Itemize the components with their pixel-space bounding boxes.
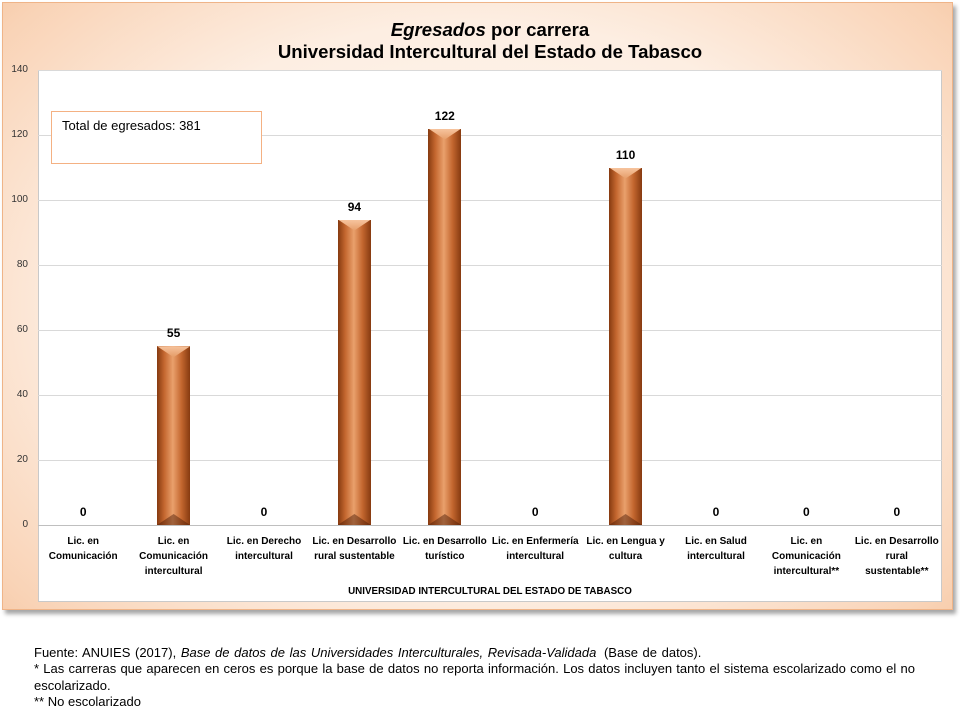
data-label: 0 [79,505,87,519]
chart-title-rest: por carrera [491,19,590,40]
data-label: 110 [615,147,636,162]
bar [337,219,371,525]
category-label: Lic. en Salud intercultural [685,536,747,562]
y-tick-label: 80 [16,259,28,270]
data-label: 94 [347,199,362,214]
category-group-label: UNIVERSIDAD INTERCULTURAL DEL ESTADO DE … [348,586,632,597]
source-note: Fuente: ANUIES (2017), Base de datos de … [34,645,915,661]
total-graduates-textbox: Total de egresados: 381 [51,111,262,164]
zeros-note: * Las carreras que aparecen en ceros es … [34,661,915,693]
gridline [38,200,942,201]
source-prefix: Fuente: ANUIES (2017), [34,645,177,660]
data-label: 0 [893,505,901,519]
gridline [38,395,942,396]
category-label: Lic. en Comunicación [48,536,118,562]
y-tick-label: 140 [11,64,28,75]
chart-title: Egresados por carrera [38,19,942,41]
category-label: Lic. en Desarrollo rural sustentable [312,536,397,562]
category-label: Lic. en Desarrollo turístico [402,536,487,562]
data-label: 55 [166,326,181,341]
bar [428,128,462,525]
y-tick-label: 100 [11,194,28,205]
gridline [38,330,942,331]
data-label: 0 [712,505,720,519]
gridline [38,265,942,266]
y-tick-label: 0 [22,519,28,530]
chart-title-emphasis: Egresados [390,19,486,40]
bar [157,346,191,525]
y-tick-label: 60 [16,324,28,335]
category-label: Lic. en Comunicación intercultural [139,536,209,577]
data-label: 0 [531,505,539,519]
source-suffix: (Base de datos). [603,645,702,660]
y-tick-label: 120 [11,129,28,140]
data-label: 122 [434,108,455,123]
category-label: Lic. en Comunicación intercultural** [771,536,841,577]
gridline [38,525,942,526]
gridline [38,70,942,71]
category-label: Lic. en Enfermería intercultural [491,536,579,562]
non-school-note: ** No escolarizado [34,694,141,710]
footnotes: Fuente: ANUIES (2017), Base de datos de … [34,645,915,711]
category-label: Lic. en Desarrollo rural sustentable** [854,536,939,577]
source-title: Base de datos de las Universidades Inter… [180,645,597,660]
chart-subtitle: Universidad Intercultural del Estado de … [277,41,703,62]
data-label: 0 [260,505,268,519]
chart-marks: 0 20 40 60 80 100 120 140 0 Lic. en Comunicación 5… [0,0,960,620]
bar [609,167,643,525]
y-tick-label: 20 [16,454,28,465]
category-label: Lic. en Derecho intercultural [226,536,302,562]
data-label: 0 [803,505,810,519]
gridline [38,135,942,136]
gridline [38,460,942,461]
category-label: Lic. en Lengua y cultura [586,536,665,562]
y-tick-label: 40 [16,389,28,400]
